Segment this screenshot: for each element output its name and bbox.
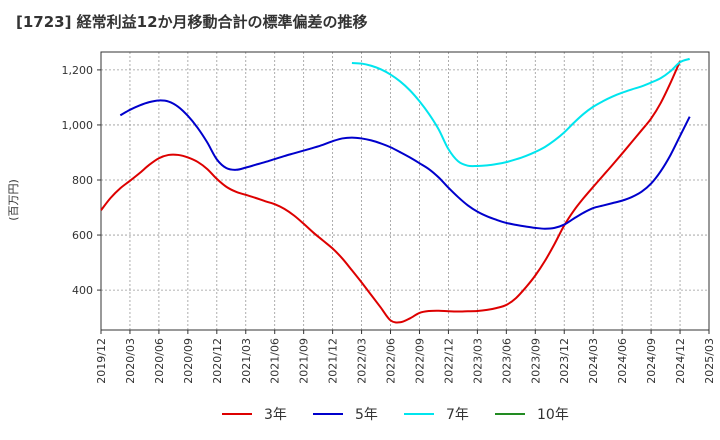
plot-frame (100, 51, 710, 331)
legend-label-3: 10年 (537, 407, 569, 423)
x-tick-label: 2020/03 (124, 338, 137, 384)
x-tick-label: 2023/12 (558, 338, 571, 384)
y-tick-label: 600 (72, 229, 93, 242)
x-axis-ticks: 2019/12 2020/03 2020/06 2020/09 2020/12 2021/… (95, 330, 716, 384)
y-tick-label: 400 (72, 284, 93, 297)
x-tick-label: 2024/12 (674, 338, 687, 384)
x-tick-label: 2021/03 (240, 338, 253, 384)
y-tick-label: 1,000 (62, 119, 94, 132)
y-tick-label: 800 (72, 174, 93, 187)
x-tick-label: 2020/09 (182, 338, 195, 384)
x-tick-label: 2022/03 (356, 338, 369, 384)
x-tick-label: 2025/03 (703, 338, 716, 384)
legend-label-2: 7年 (446, 407, 469, 423)
x-tick-label: 2024/06 (616, 338, 629, 384)
legend: 3年 5年 7年 10年 (222, 407, 569, 423)
x-tick-label: 2024/03 (587, 338, 600, 384)
y-axis-ticks: 400 600 800 1,000 1,200 (62, 64, 101, 297)
y-tick-label: 1,200 (62, 64, 94, 77)
series-line-0 (100, 60, 681, 324)
legend-label-1: 5年 (355, 407, 378, 423)
chart-title: [1723] 経常利益12か月移動合計の標準偏差の推移 (16, 13, 368, 31)
x-tick-label: 2020/06 (153, 338, 166, 384)
series-line-2 (351, 57, 691, 168)
x-tick-label: 2020/12 (211, 338, 224, 384)
x-tick-label: 2021/09 (298, 338, 311, 384)
x-tick-label: 2022/06 (385, 338, 398, 384)
x-tick-label: 2022/09 (413, 338, 426, 384)
x-tick-label: 2019/12 (95, 338, 108, 384)
x-tick-label: 2023/09 (529, 338, 542, 384)
x-tick-label: 2022/12 (442, 338, 455, 384)
series-line-1 (119, 99, 691, 230)
legend-label-0: 3年 (264, 407, 287, 423)
x-tick-label: 2021/12 (327, 338, 340, 384)
grid (100, 52, 710, 330)
x-tick-label: 2023/06 (500, 338, 513, 384)
x-tick-label: 2024/09 (645, 338, 658, 384)
x-tick-label: 2021/06 (269, 338, 282, 384)
x-tick-label: 2023/03 (471, 338, 484, 384)
y-axis-label: (百万円) (7, 179, 20, 221)
series-layer (100, 57, 691, 324)
